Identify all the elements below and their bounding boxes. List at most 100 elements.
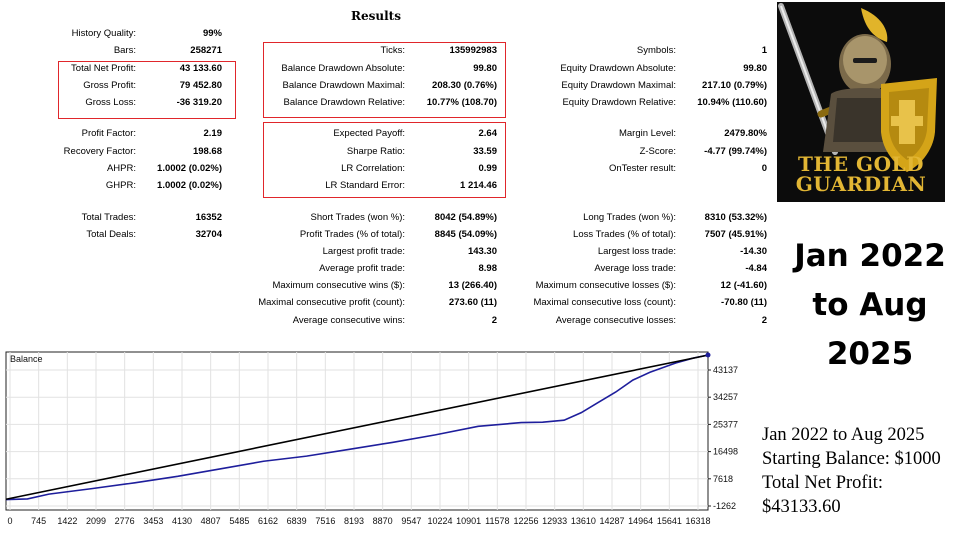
x-tick-label: 3453 xyxy=(143,516,163,526)
col3-value: 99.80 xyxy=(743,63,767,74)
summary-text: Jan 2022 to Aug 2025 Starting Balance: $… xyxy=(762,423,960,519)
col3-value: -70.80 (11) xyxy=(721,297,767,308)
col2-label: Balance Drawdown Absolute: xyxy=(281,63,405,74)
col1-label: Profit Factor: xyxy=(81,128,136,139)
col2-value: 10.77% (108.70) xyxy=(426,97,497,108)
summary-period: Jan 2022 to Aug 2025 xyxy=(762,425,925,445)
col3-value: 7507 (45.91%) xyxy=(704,229,767,240)
col1-value: 258271 xyxy=(190,45,222,56)
col2-value: 8042 (54.89%) xyxy=(434,212,497,223)
col2-label: Maximal consecutive profit (count): xyxy=(258,297,405,308)
report-title: Results xyxy=(351,9,401,23)
col2-label: Maximum consecutive wins ($): xyxy=(272,280,405,291)
x-tick-label: 4130 xyxy=(172,516,192,526)
x-tick-label: 9547 xyxy=(401,516,421,526)
y-tick-label: 16498 xyxy=(713,447,738,457)
summary-starting-balance: Starting Balance: $1000 xyxy=(762,449,941,469)
x-tick-label: 12933 xyxy=(542,516,567,526)
col2-value: 273.60 (11) xyxy=(448,297,497,308)
x-tick-label: 745 xyxy=(31,516,46,526)
x-tick-label: 2099 xyxy=(86,516,106,526)
x-tick-label: 12256 xyxy=(513,516,538,526)
y-tick-label: 34257 xyxy=(713,392,738,402)
col1-label: Gross Profit: xyxy=(83,80,136,91)
col2-label: Largest profit trade: xyxy=(322,246,405,257)
col1-label: Total Trades: xyxy=(81,212,136,223)
col3-value: -14.30 xyxy=(740,246,767,257)
x-tick-label: 6162 xyxy=(258,516,278,526)
col2-value: 208.30 (0.76%) xyxy=(432,80,497,91)
col3-value: 8310 (53.32%) xyxy=(704,212,767,223)
col3-label: Equity Drawdown Maximal: xyxy=(561,80,676,91)
col3-label: Maximum consecutive losses ($): xyxy=(535,280,676,291)
x-tick-label: 15641 xyxy=(657,516,682,526)
col1-label: AHPR: xyxy=(106,163,136,174)
summary-net-profit-label: Total Net Profit: xyxy=(762,473,883,493)
headline-line2: to Aug xyxy=(812,287,928,323)
col1-value: 198.68 xyxy=(192,146,222,157)
col3-label: Long Trades (won %): xyxy=(583,212,676,223)
x-tick-label: 2776 xyxy=(115,516,135,526)
col1-label: Bars: xyxy=(113,45,136,56)
balance-end-point xyxy=(705,352,711,358)
x-tick-label: 10224 xyxy=(427,516,452,526)
col1-label: Recovery Factor: xyxy=(63,146,136,157)
x-tick-label: 4807 xyxy=(201,516,221,526)
col1-value: 79 452.80 xyxy=(179,80,222,91)
y-tick-label: 43137 xyxy=(713,365,738,375)
col2-value: 8845 (54.09%) xyxy=(434,229,497,240)
col3-label: Maximal consecutive loss (count): xyxy=(533,297,676,308)
col1-value: -36 319.20 xyxy=(176,97,222,108)
col3-label: Average loss trade: xyxy=(594,263,676,274)
col3-value: -4.77 (99.74%) xyxy=(704,146,767,157)
y-tick-label: 7618 xyxy=(713,474,733,484)
col2-value: 143.30 xyxy=(467,246,497,257)
logo-text-line1: THE GOLD xyxy=(798,152,924,176)
col2-label: Sharpe Ratio: xyxy=(346,146,405,157)
col2-label: Balance Drawdown Maximal: xyxy=(282,80,406,91)
col2-label: Short Trades (won %): xyxy=(310,212,405,223)
col2-label: Ticks: xyxy=(380,45,405,56)
col3-label: Z-Score: xyxy=(639,146,676,157)
col1-value: 1.0002 (0.02%) xyxy=(157,163,222,174)
highlight-frame-drawdown xyxy=(263,42,506,118)
col2-value: 99.80 xyxy=(473,63,497,74)
x-tick-label: 7516 xyxy=(315,516,335,526)
col2-label: LR Standard Error: xyxy=(325,180,405,191)
col3-label: Equity Drawdown Relative: xyxy=(562,97,676,108)
x-tick-label: 6839 xyxy=(287,516,307,526)
x-tick-label: 8193 xyxy=(344,516,364,526)
col3-value: 1 xyxy=(761,45,767,56)
col3-label: Largest loss trade: xyxy=(597,246,676,257)
col1-label: GHPR: xyxy=(105,180,136,191)
headline-line3: 2025 xyxy=(826,336,914,372)
highlight-frame-ratios xyxy=(263,122,506,198)
col1-value: 2.19 xyxy=(203,128,223,139)
y-tick-label: -1262 xyxy=(713,501,736,511)
col2-value: 2 xyxy=(491,315,497,326)
col1-value: 43 133.60 xyxy=(179,63,222,74)
balance-series-line xyxy=(5,354,709,501)
summary-net-profit-value: $43133.60 xyxy=(762,497,841,517)
chart-title: Balance xyxy=(10,354,43,364)
headline-date-range: Jan 2022 to Aug 2025 xyxy=(780,232,960,379)
col3-value: 2 xyxy=(761,315,767,326)
x-tick-label: 16318 xyxy=(685,516,710,526)
x-tick-label: 13610 xyxy=(571,516,596,526)
col3-label: Symbols: xyxy=(636,45,676,56)
col2-label: Profit Trades (% of total): xyxy=(299,229,405,240)
gold-guardian-logo: THE GOLD GUARDIAN xyxy=(777,2,945,202)
col1-label: Gross Loss: xyxy=(85,97,136,108)
x-tick-label: 10901 xyxy=(456,516,481,526)
col1-value: 32704 xyxy=(195,229,222,240)
x-tick-label: 5485 xyxy=(229,516,249,526)
col3-value: 10.94% (110.60) xyxy=(697,97,767,108)
col1-label: Total Deals: xyxy=(86,229,136,240)
col2-value: 33.59 xyxy=(473,146,497,157)
col3-label: Margin Level: xyxy=(618,128,676,139)
col1-label: Total Net Profit: xyxy=(71,63,136,74)
col1-value: 99% xyxy=(202,28,222,39)
col3-value: 0 xyxy=(761,163,767,174)
col3-value: 217.10 (0.79%) xyxy=(702,80,767,91)
col2-value: 2.64 xyxy=(478,128,498,139)
